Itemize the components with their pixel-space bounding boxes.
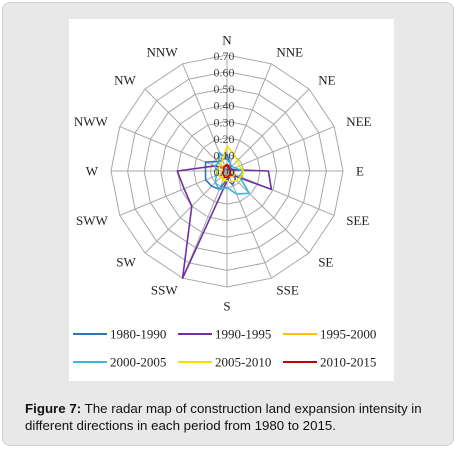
tick-label: 0.70: [214, 49, 235, 63]
tick-label: 0.60: [214, 66, 235, 80]
series-line: [216, 145, 245, 183]
direction-labels: N NNE NE NEE E SEE SE SSE S SSW SW SWW W NWW NW NNW: [74, 33, 372, 314]
direction-label: SW: [116, 255, 136, 270]
legend-label: 2000-2005: [110, 355, 166, 370]
direction-label: NNE: [276, 44, 303, 59]
direction-label: S: [223, 299, 230, 314]
direction-label: NW: [114, 72, 136, 87]
series-line: [221, 163, 232, 179]
legend-label: 1995-2000: [320, 327, 376, 342]
tick-labels: 0.00 0.10 0.20 0.30 0.40 0.50 0.60 0.70: [214, 49, 235, 179]
tick-label: 0.30: [214, 115, 235, 129]
series-line: [204, 153, 236, 191]
legend-label: 1990-1995: [215, 327, 271, 342]
grid-spoke: [226, 88, 310, 172]
direction-label: NNW: [147, 44, 179, 59]
tick-label: 0.10: [214, 148, 235, 162]
direction-label: NE: [318, 72, 335, 87]
legend-label: 1980-1990: [110, 327, 166, 342]
grid-spoke: [144, 88, 228, 172]
grid-spoke: [226, 170, 272, 279]
direction-label: NEE: [346, 114, 371, 129]
grid-spoke: [226, 170, 335, 216]
direction-label: E: [356, 164, 364, 179]
legend: 1980-1990 1990-1995 1995-2000 2000-2005 2005…: [73, 327, 376, 370]
figure-caption: Figure 7: The radar map of construction …: [25, 400, 435, 434]
grid-spoke: [119, 170, 228, 216]
tick-label: 0.20: [214, 132, 235, 146]
radar-series: [176, 145, 273, 280]
tick-label: 0.00: [214, 165, 235, 179]
direction-label: SE: [318, 255, 333, 270]
direction-label: SWW: [76, 213, 109, 228]
legend-label: 2010-2015: [320, 355, 376, 370]
figure-panel: 0.00 0.10 0.20 0.30 0.40 0.50 0.60 0.70 N NNE NE NE…: [69, 19, 394, 381]
caption-text: The radar map of construction land expan…: [25, 401, 422, 433]
tick-label: 0.40: [214, 99, 235, 113]
grid-spoke: [226, 170, 310, 254]
direction-label: SSE: [276, 283, 298, 298]
direction-label: SEE: [346, 213, 369, 228]
legend-label: 2005-2010: [215, 355, 271, 370]
direction-label: N: [222, 33, 232, 48]
direction-label: SSW: [151, 283, 178, 298]
direction-label: NWW: [74, 114, 109, 129]
grid-spoke: [144, 170, 228, 254]
direction-label: W: [86, 164, 99, 179]
series-line: [214, 151, 251, 195]
grid-spoke: [226, 63, 272, 172]
tick-label: 0.50: [214, 82, 235, 96]
radar-chart: 0.00 0.10 0.20 0.30 0.40 0.50 0.60 0.70N NNE NE NE…: [73, 33, 376, 370]
figure-card: 0.00 0.10 0.20 0.30 0.40 0.50 0.60 0.70 N NNE NE NE…: [2, 2, 454, 446]
caption-label: Figure 7:: [25, 401, 82, 416]
grid-spoke: [119, 126, 228, 172]
grid-spoke: [226, 126, 335, 172]
